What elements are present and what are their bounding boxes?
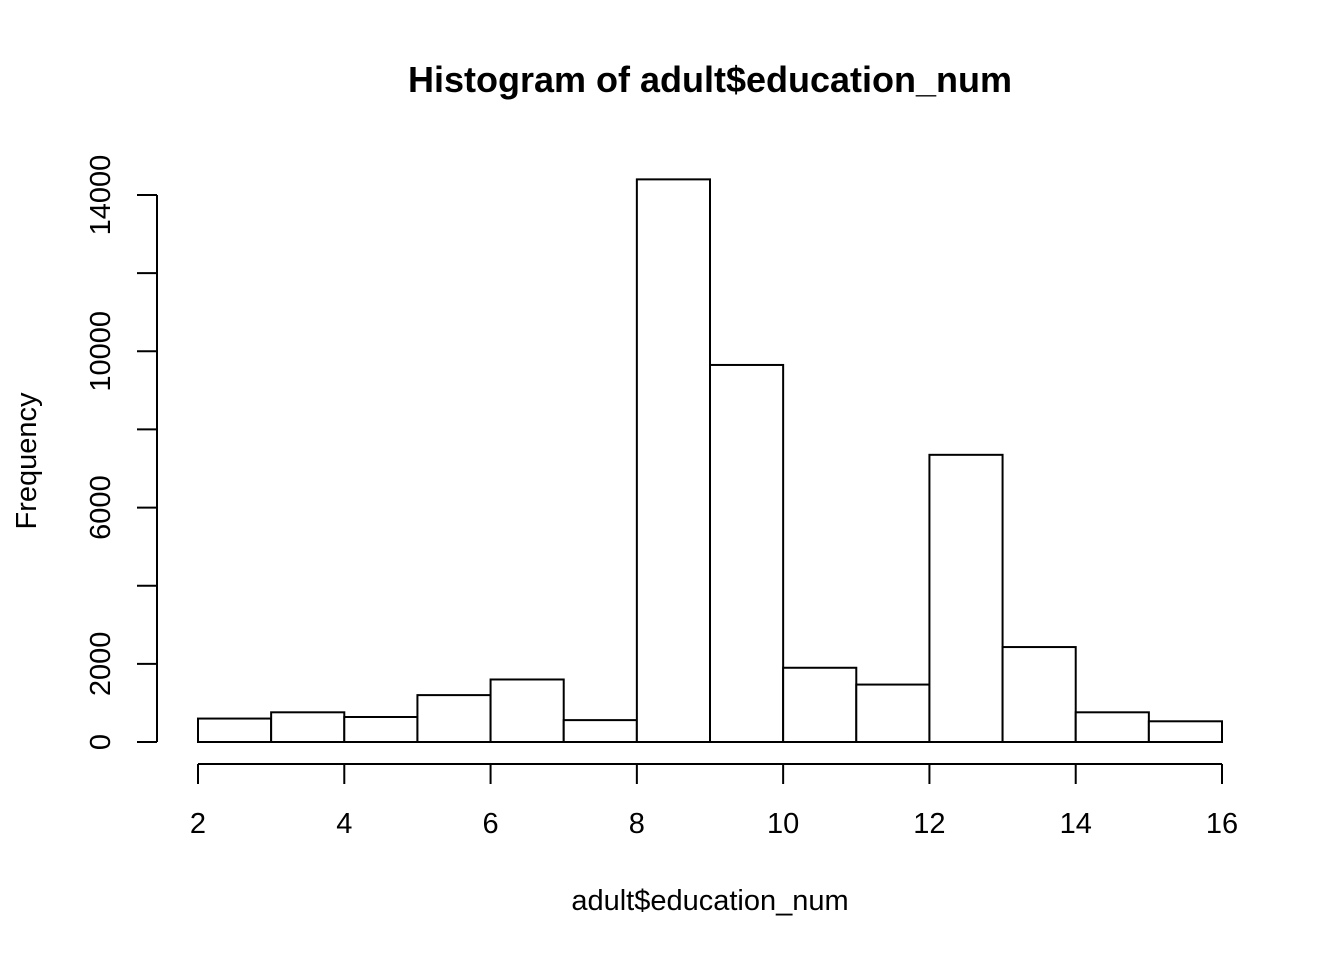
chart-title: Histogram of adult$education_num	[408, 59, 1012, 100]
histogram-bar-7-8	[562, 719, 638, 743]
histogram-bar-13-14	[1001, 646, 1077, 744]
histogram-bar-4-5	[343, 715, 419, 743]
y-axis-label: Frequency	[11, 392, 43, 530]
x-axis-label: adult$education_num	[571, 885, 848, 917]
x-axis: 2 4 6 8 10 12 14 16	[190, 763, 1238, 840]
y-tick-label: 14000	[85, 155, 117, 236]
x-tick-label: 12	[913, 808, 945, 840]
histogram-bar-8-9	[635, 178, 711, 744]
x-tick-label: 4	[336, 808, 352, 840]
x-tick-label: 2	[190, 808, 206, 840]
histogram-bar-9-10	[709, 363, 785, 743]
histogram-bar-6-7	[489, 678, 565, 744]
y-tick-label: 6000	[85, 475, 117, 540]
x-tick-label: 6	[483, 808, 499, 840]
y-tick-label: 2000	[85, 632, 117, 697]
histogram-bar-5-6	[416, 694, 492, 743]
histogram-bar-12-13	[928, 453, 1004, 743]
y-axis: 0 2000 6000 10000 14000	[85, 155, 158, 750]
x-tick-label: 8	[629, 808, 645, 840]
histogram-bar-15-16	[1147, 720, 1224, 743]
y-tick-label: 10000	[85, 311, 117, 392]
x-tick-label: 16	[1206, 808, 1238, 840]
histogram-bar-10-11	[782, 666, 858, 743]
bars-group	[197, 178, 1224, 744]
histogram-bar-3-4	[270, 711, 346, 744]
histogram-bar-2-3	[197, 717, 273, 743]
x-tick-label: 10	[767, 808, 799, 840]
y-tick-label: 0	[85, 734, 117, 750]
x-tick-label: 14	[1060, 808, 1092, 840]
histogram-bar-14-15	[1074, 711, 1150, 744]
histogram-bar-11-12	[855, 683, 931, 744]
